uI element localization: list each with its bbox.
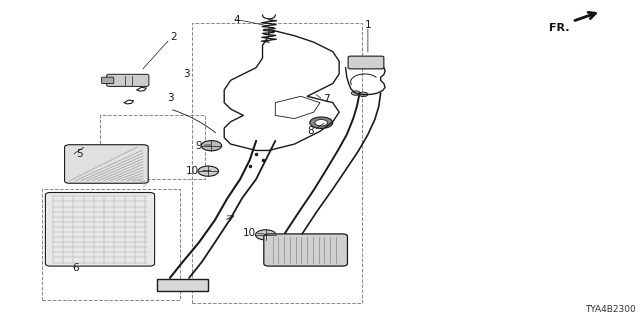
Circle shape: [315, 120, 328, 126]
Text: FR.: FR.: [548, 23, 569, 33]
Text: 2: 2: [170, 32, 177, 42]
Text: 6: 6: [73, 263, 79, 273]
Text: 3: 3: [167, 93, 173, 103]
Polygon shape: [157, 279, 208, 291]
Text: 10: 10: [186, 166, 198, 176]
Text: 8: 8: [307, 126, 314, 136]
FancyBboxPatch shape: [264, 234, 348, 266]
Text: 7: 7: [323, 94, 330, 104]
Circle shape: [255, 230, 276, 240]
Bar: [192, 23, 362, 303]
Text: 9: 9: [195, 141, 202, 151]
FancyBboxPatch shape: [348, 56, 384, 69]
FancyBboxPatch shape: [65, 145, 148, 183]
Circle shape: [351, 91, 360, 95]
Bar: [42, 189, 179, 300]
FancyBboxPatch shape: [45, 193, 155, 266]
FancyBboxPatch shape: [107, 74, 149, 86]
Text: TYA4B2300: TYA4B2300: [586, 305, 636, 314]
Text: 3: 3: [182, 69, 189, 79]
Text: 4: 4: [234, 15, 240, 25]
Circle shape: [310, 117, 333, 128]
Circle shape: [201, 140, 221, 151]
Text: 10: 10: [243, 228, 256, 238]
FancyBboxPatch shape: [102, 77, 114, 84]
Bar: [100, 116, 205, 179]
Circle shape: [359, 92, 368, 97]
Circle shape: [198, 166, 218, 176]
Text: 5: 5: [76, 148, 83, 159]
Text: 1: 1: [365, 20, 371, 29]
